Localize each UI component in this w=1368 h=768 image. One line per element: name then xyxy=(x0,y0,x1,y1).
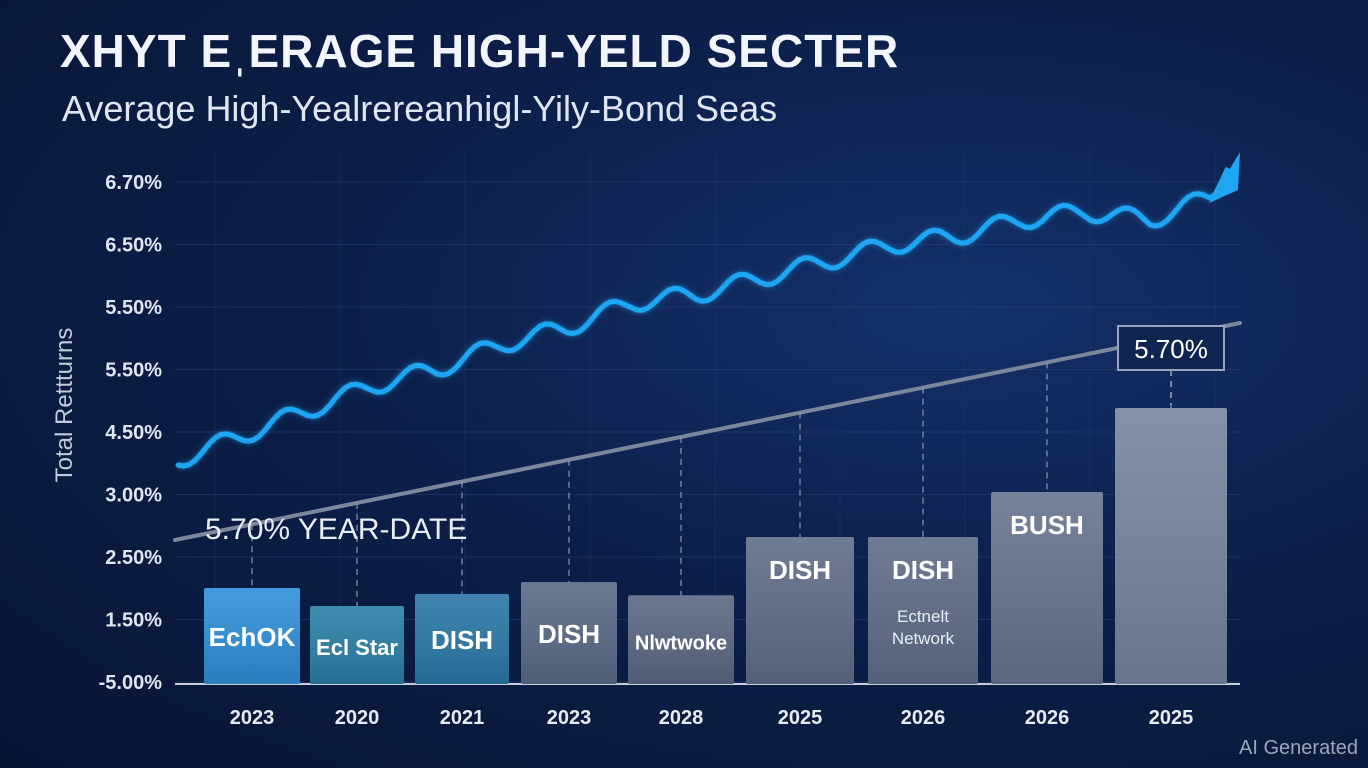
y-tick-label: 6.50% xyxy=(105,235,162,257)
bar-shade xyxy=(868,537,978,684)
bar-label: DISH xyxy=(892,555,954,585)
bar-shade xyxy=(991,492,1103,684)
return-line-glow xyxy=(177,190,1217,470)
y-tick-label: 5.50% xyxy=(105,360,162,382)
annotations: 5.70% YEAR-DATE 5.70% xyxy=(205,325,1225,546)
bar-label: DISH xyxy=(431,625,493,655)
return-line xyxy=(175,191,1218,469)
x-tick-label: 2026 xyxy=(901,707,946,729)
bar-label: EchOK xyxy=(209,622,296,652)
bar-label: DISH xyxy=(538,619,600,649)
trend-line xyxy=(173,321,1242,542)
bars: EchOK Ecl Star DISH DISH Nlwtwoke DISH DISH Ect… xyxy=(204,408,1227,684)
ytd-annotation: 5.70% YEAR-DATE xyxy=(205,513,467,546)
x-tick-label: 2023 xyxy=(547,707,592,729)
x-tick-label: 2028 xyxy=(659,707,704,729)
bar-label: BUSH xyxy=(1010,510,1084,540)
bar: DISH Ectnelt Network xyxy=(868,537,978,684)
y-tick-label: 3.00% xyxy=(105,485,162,507)
y-tick-label: 6.70% xyxy=(105,172,162,194)
y-tick-label: 4.50% xyxy=(105,422,162,444)
bar-shade xyxy=(746,537,854,684)
x-tick-label: 2025 xyxy=(1149,707,1194,729)
bar: Ecl Star xyxy=(310,606,404,684)
x-tick-label: 2025 xyxy=(778,707,823,729)
x-tick-label: 2020 xyxy=(335,707,380,729)
x-axis-ticks: 2023 2020 2021 2023 2028 2025 2026 2026 2025 xyxy=(230,707,1194,729)
bar-shade xyxy=(310,606,404,684)
bar-shade xyxy=(415,594,509,684)
value-callout-box xyxy=(1117,325,1225,371)
bar: Nlwtwoke xyxy=(628,595,734,684)
chart-subtitle: Average High-Yealrereanhigl-Yily-Bond Se… xyxy=(62,88,778,129)
y-tick-label: -5.00% xyxy=(99,672,163,694)
bar xyxy=(1115,408,1227,684)
bar: BUSH xyxy=(991,492,1103,684)
bar: DISH xyxy=(746,537,854,684)
value-callout-text: 5.70% xyxy=(1134,334,1208,364)
watermark: AI Generated xyxy=(1239,737,1358,759)
chart-title: XHYT EˌERAGE HIGH-YELD SECTER xyxy=(60,25,900,77)
bar-shade xyxy=(204,588,300,684)
bar-shade xyxy=(1115,408,1227,684)
bar-label: Nlwtwoke xyxy=(635,633,727,655)
bar-sublabel: Ectnelt xyxy=(897,607,949,626)
y-axis-ticks: 6.70% 6.50% 5.50% 5.50% 4.50% 3.00% 2.50% 1.50%… xyxy=(99,172,163,694)
x-tick-label: 2023 xyxy=(230,707,275,729)
bar-shade xyxy=(521,582,617,684)
bar-shade xyxy=(628,595,734,684)
bar-sublabel: Network xyxy=(892,629,955,648)
y-tick-label: 2.50% xyxy=(105,547,162,569)
bar-label: DISH xyxy=(769,555,831,585)
x-tick-label: 2021 xyxy=(440,707,485,729)
bar: DISH xyxy=(415,594,509,684)
return-line-arrow-shaft xyxy=(1212,166,1231,197)
bar: DISH xyxy=(521,582,617,684)
y-tick-label: 1.50% xyxy=(105,610,162,632)
bar: EchOK xyxy=(204,588,300,684)
bar-label: Ecl Star xyxy=(316,635,398,660)
y-tick-label: 5.50% xyxy=(105,297,162,319)
return-line-group xyxy=(175,152,1240,470)
y-axis-label: Total Rettturns xyxy=(51,328,78,483)
x-tick-label: 2026 xyxy=(1025,707,1070,729)
